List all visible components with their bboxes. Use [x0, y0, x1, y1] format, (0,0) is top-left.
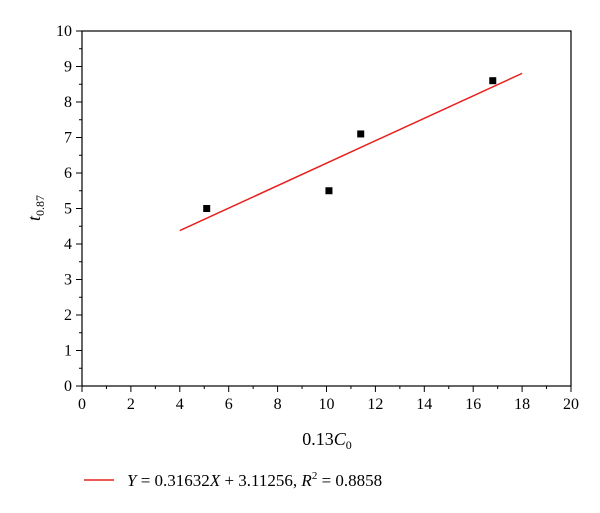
x-tick-label: 10 [319, 396, 335, 413]
x-axis-tick-labels: 0 2 4 6 8 10 12 14 16 18 20 [78, 396, 579, 413]
x-tick-label: 8 [274, 396, 282, 413]
y-axis-label-variable: t [24, 215, 44, 221]
legend-r-value: = 0.8858 [317, 471, 382, 490]
data-point [357, 130, 365, 138]
x-tick-label: 20 [563, 396, 579, 413]
y-tick-label: 6 [64, 165, 72, 182]
legend-intercept: + 3.11256, [220, 471, 301, 490]
y-tick-label: 2 [64, 307, 72, 324]
y-tick-label: 7 [64, 130, 72, 147]
x-tick-label: 0 [78, 396, 86, 413]
y-axis-tick-labels: 0 1 2 3 4 5 6 7 8 9 10 [56, 23, 72, 395]
x-tick-label: 6 [225, 396, 233, 413]
x-tick-label: 12 [367, 396, 383, 413]
legend-r-superscript: 2 [312, 470, 318, 482]
y-axis-ticks [76, 30, 82, 387]
legend-equals-slope: = 0.31632 [136, 471, 209, 490]
data-points [203, 77, 497, 212]
x-axis-ticks [81, 386, 572, 392]
data-point [203, 205, 211, 212]
x-axis-label-subscript: 0 [346, 438, 352, 452]
fit-line [179, 72, 523, 232]
legend-x-var: X [209, 471, 221, 490]
x-axis-label: 0.13C0 [302, 429, 352, 452]
y-tick-label: 9 [64, 59, 72, 76]
x-axis-label-prefix: 0.13 [302, 429, 334, 449]
x-tick-label: 16 [465, 396, 481, 413]
x-tick-label: 2 [127, 396, 135, 413]
y-tick-label: 3 [64, 272, 72, 289]
y-axis-label: t0.87 [24, 195, 47, 221]
x-tick-label: 18 [514, 396, 530, 413]
y-tick-label: 10 [56, 23, 72, 40]
data-point [325, 187, 333, 195]
data-point [489, 77, 497, 85]
x-axis-label-variable: C [334, 429, 347, 449]
legend-r-var: R [300, 471, 312, 490]
y-tick-label: 0 [64, 378, 72, 395]
legend: Y = 0.31632X + 3.11256, R2 = 0.8858 [84, 470, 382, 490]
x-tick-label: 14 [416, 396, 432, 413]
y-tick-label: 4 [64, 236, 72, 253]
y-axis-label-subscript: 0.87 [33, 195, 47, 216]
legend-y-var: Y [127, 471, 138, 490]
x-tick-label: 4 [176, 396, 184, 413]
y-tick-label: 8 [64, 94, 72, 111]
fit-line-layer [179, 72, 523, 232]
y-tick-label: 5 [64, 201, 72, 218]
legend-label: Y = 0.31632X + 3.11256, R2 = 0.8858 [127, 470, 382, 490]
y-tick-label: 1 [64, 343, 72, 360]
